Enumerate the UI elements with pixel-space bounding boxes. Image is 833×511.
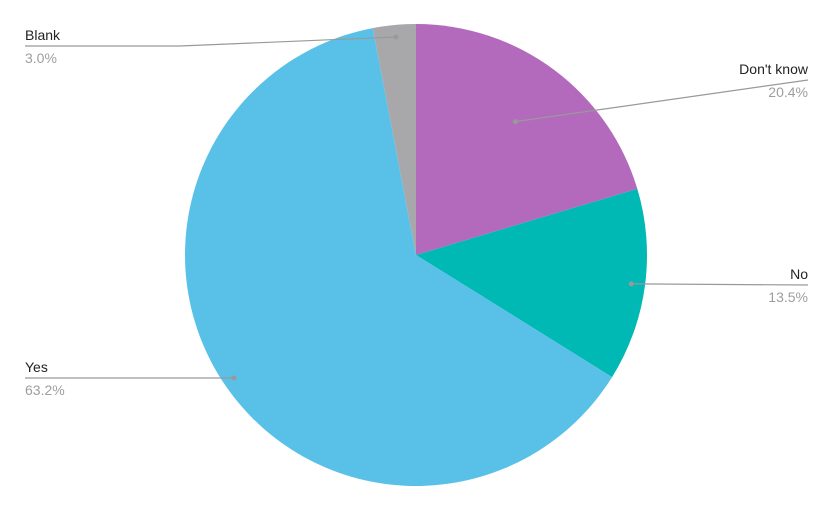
slice-percent-don-t-know: 20.4%	[768, 84, 808, 100]
pie-slices	[184, 24, 647, 487]
pie-slice-blank	[372, 24, 416, 255]
leader-line-blank	[25, 36, 397, 47]
leader-dot-no	[628, 281, 634, 287]
slice-label-blank: Blank	[25, 27, 61, 43]
slice-percent-blank: 3.0%	[25, 50, 57, 66]
pie-slice-don-t-know	[416, 24, 638, 255]
leader-dot-don-t-know	[512, 119, 518, 125]
pie-slice-no	[416, 188, 647, 378]
leader-dot-blank	[393, 34, 399, 40]
leader-dot-yes	[231, 375, 237, 381]
slice-label-don-t-know: Don't know	[739, 61, 809, 77]
slice-percent-no: 13.5%	[768, 289, 808, 305]
slice-label-yes: Yes	[25, 359, 48, 375]
leader-line-no	[631, 283, 809, 286]
pie-slice-yes	[184, 28, 613, 487]
leader-line-don-t-know	[515, 79, 809, 123]
slice-label-no: No	[790, 266, 808, 282]
slice-percent-yes: 63.2%	[25, 382, 65, 398]
slice-labels: Don't know 20.4% No 13.5% Yes 63.2% Blank 3.0%	[25, 27, 809, 398]
